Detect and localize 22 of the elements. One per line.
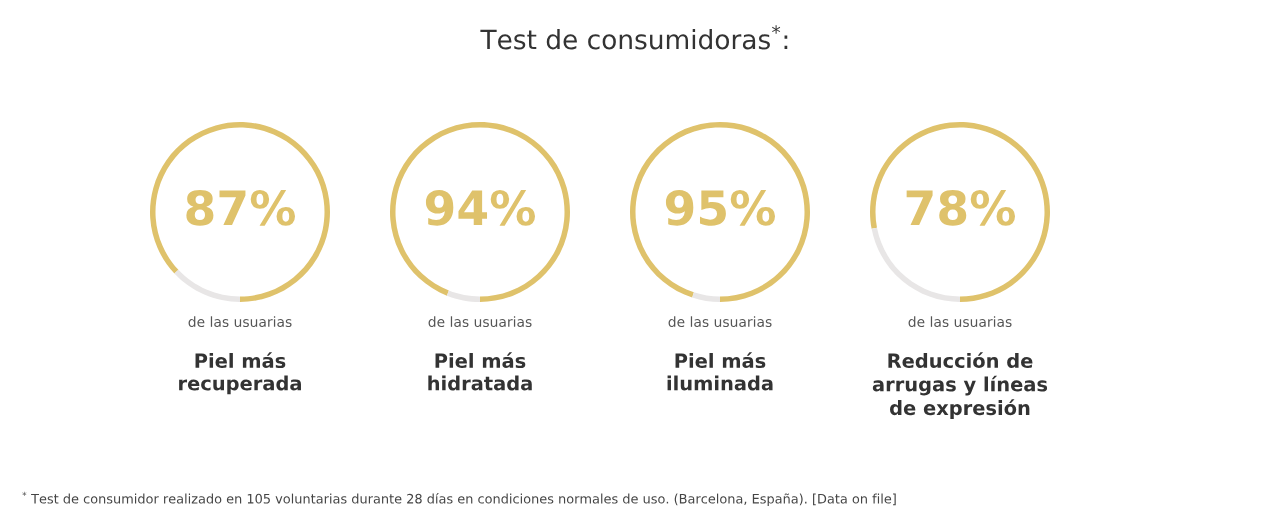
text: Piel más recuperada: [179, 352, 301, 395]
text: Piel más hidratada: [428, 352, 532, 391]
data-label: 87%: [186, 189, 296, 226]
text: de las usuarias: [428, 316, 532, 328]
text: Reducción de arrugas y líneas de expresión: [872, 352, 1048, 419]
donut-slice: [692, 292, 720, 302]
data-label: 94%: [425, 189, 536, 226]
data-label: 95%: [665, 189, 776, 226]
donut-slice: [150, 122, 330, 302]
donut-slice: [870, 122, 1050, 302]
text: de las usuarias: [908, 316, 1012, 328]
donut-slice: [630, 122, 810, 302]
data-label: 78%: [906, 189, 1016, 226]
text: Piel más iluminada: [667, 352, 773, 391]
text: $^{*}$ Test de consumidor realizado en 105 voluntarias durante 28 días en condiciones normales de uso. (Barcelona, España). [Data on file]: [22, 491, 896, 507]
donut-slice: [174, 269, 240, 302]
text: de las usuarias: [188, 316, 292, 328]
donut-slice: [390, 122, 570, 302]
text: de las usuarias: [668, 316, 772, 328]
donut-slice: [871, 227, 960, 302]
donut-slice: [446, 290, 480, 302]
text: Test de consumidoras$^{*}$:: [480, 25, 788, 50]
